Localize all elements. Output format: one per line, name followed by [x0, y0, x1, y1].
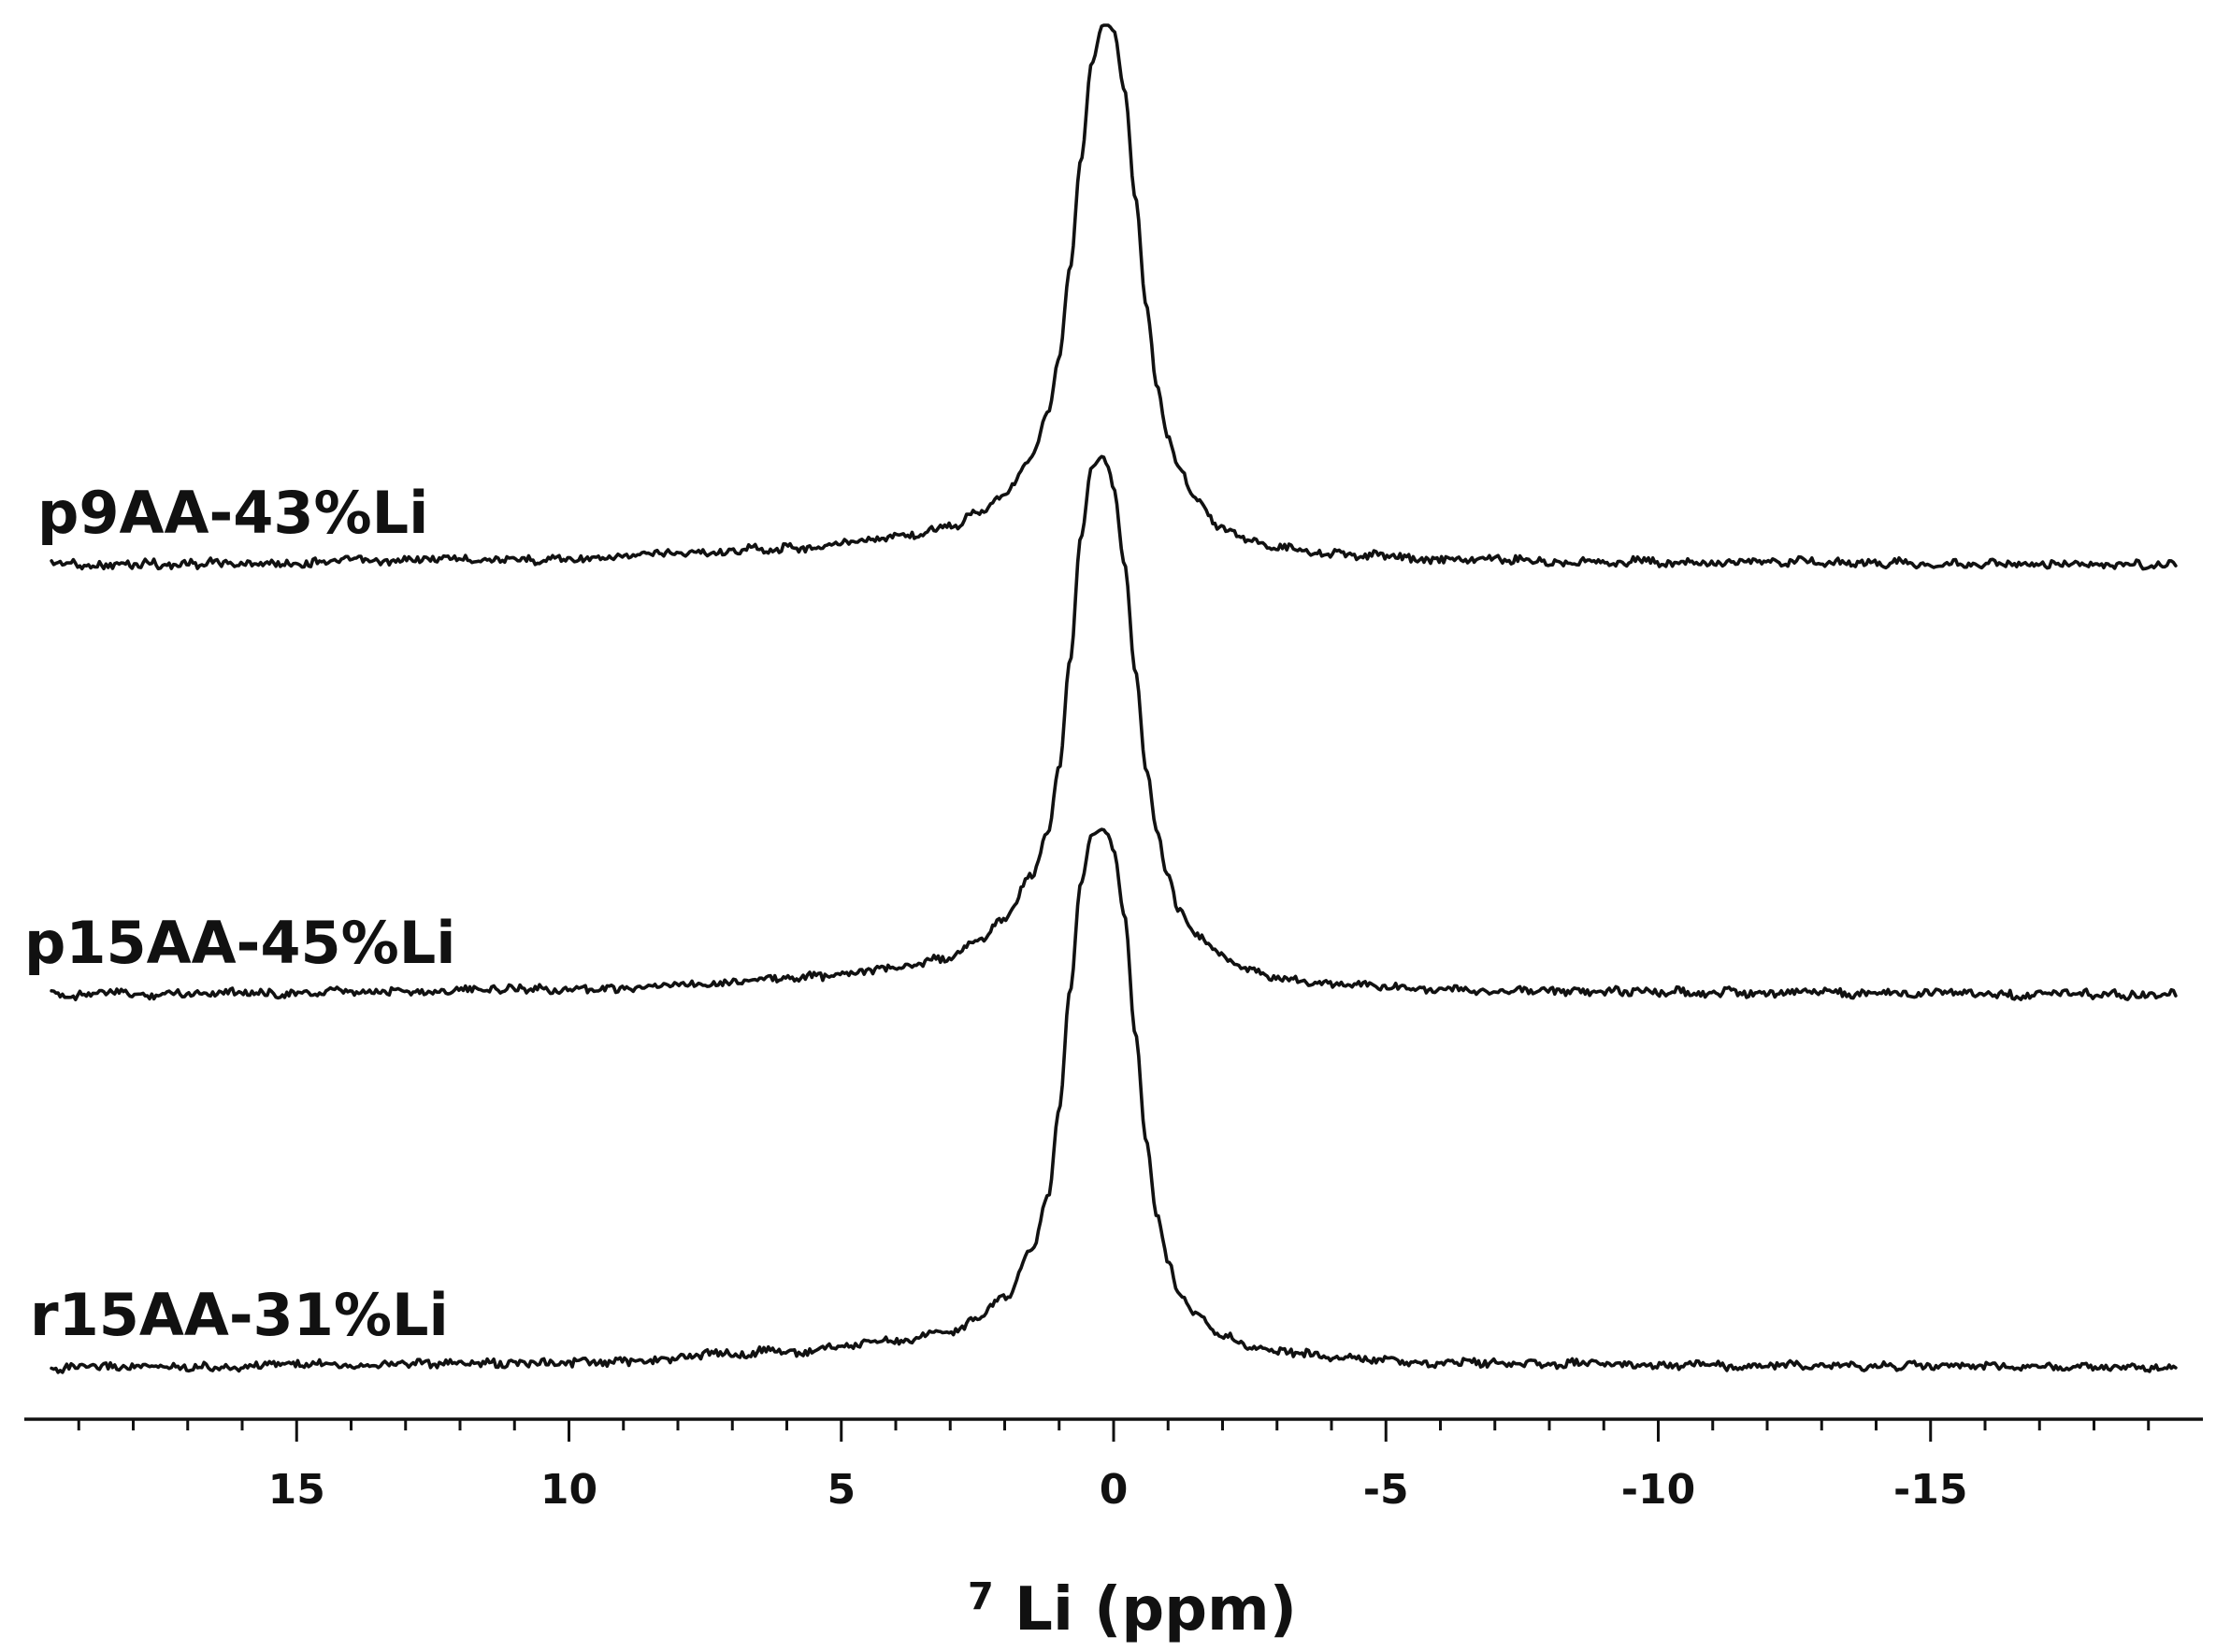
x-tick-label: -15 — [1893, 1466, 1968, 1514]
spectrum-line-3 — [50, 827, 2178, 1374]
x-tick-label: 15 — [268, 1466, 325, 1514]
x-axis-title-text: Li (ppm) — [1014, 1575, 1297, 1645]
x-axis: 15 10 5 0 -5 -10 -15 — [24, 1417, 2203, 1514]
spectra-traces — [50, 23, 2178, 1374]
x-tick-label: -5 — [1363, 1466, 1409, 1514]
series-labels: p9AA-43%Li p15AA-45%Li r15AA-31%Li — [24, 479, 456, 1349]
x-tick-label: 10 — [540, 1466, 597, 1514]
series-label-3: r15AA-31%Li — [30, 1281, 449, 1349]
spectrum-line-2 — [50, 454, 2178, 1001]
x-axis-title: 7 Li (ppm) — [968, 1555, 1297, 1645]
series-label-1: p9AA-43%Li — [37, 479, 428, 547]
x-tick-label: 0 — [1100, 1466, 1129, 1514]
series-label-2: p15AA-45%Li — [24, 909, 456, 977]
x-tick-label: 5 — [827, 1466, 856, 1514]
spectrum-line-1 — [50, 23, 2178, 571]
x-axis-title-superscript: 7 — [968, 1575, 994, 1618]
x-tick-label: -10 — [1621, 1466, 1696, 1514]
